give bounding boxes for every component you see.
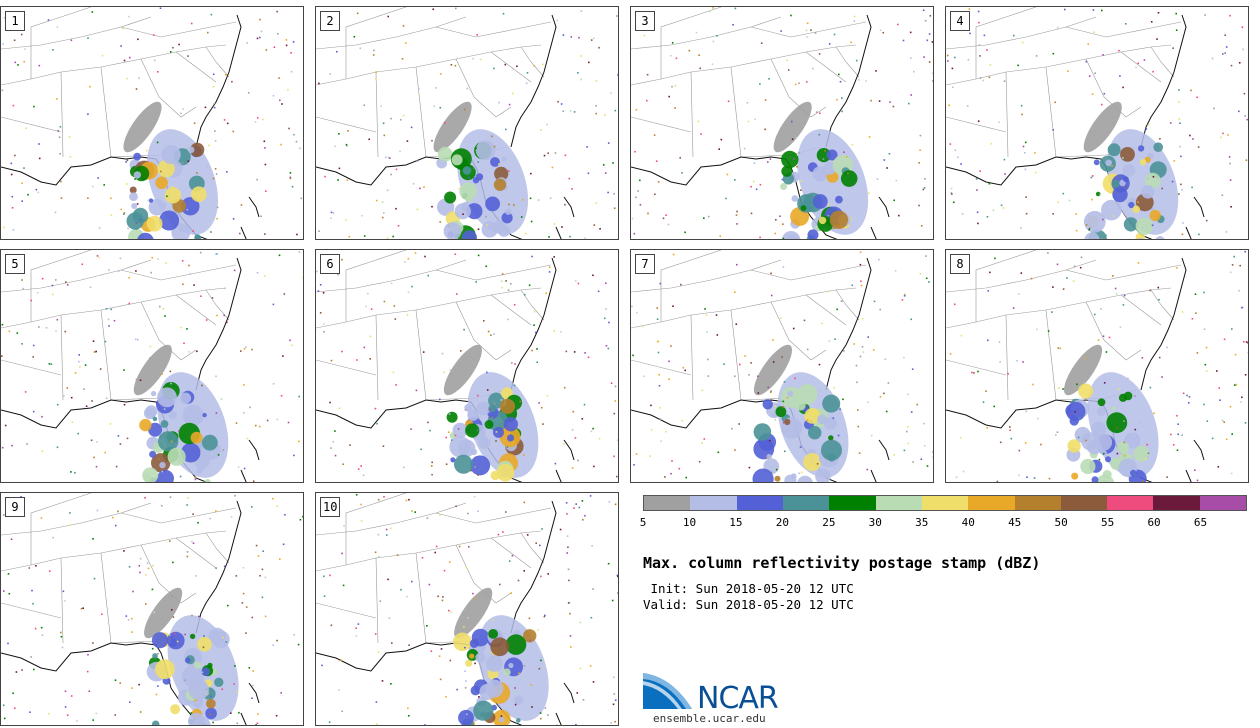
ncar-logo-icon	[643, 673, 692, 709]
map-panel-8: 8	[945, 249, 1249, 483]
colorbar-swatch	[921, 496, 969, 510]
map-panel-4: 4	[945, 6, 1249, 240]
member-label: 4	[950, 11, 970, 31]
colorbar-swatch	[1014, 496, 1061, 510]
colorbar-tick-label: 45	[1008, 516, 1022, 529]
colorbar	[643, 495, 1247, 511]
colorbar-tick-label: 65	[1193, 516, 1208, 529]
colorbar-swatch	[829, 496, 876, 510]
colorbar-swatch	[690, 496, 737, 510]
colorbar-tick-label: 35	[915, 516, 929, 529]
map-canvas	[1, 250, 303, 482]
colorbar-tick-label: 30	[868, 516, 882, 529]
colorbar-swatch	[782, 496, 830, 510]
map-panel-10: 10	[315, 492, 619, 726]
colorbar-tick-label: 15	[729, 516, 743, 529]
colorbar-tick-label: 50	[1054, 516, 1068, 529]
colorbar-tick-label: 55	[1100, 516, 1115, 529]
map-canvas	[1, 7, 303, 239]
member-label: 8	[950, 254, 970, 274]
map-canvas	[946, 250, 1248, 482]
colorbar-swatch	[1199, 496, 1247, 510]
map-canvas	[316, 250, 618, 482]
colorbar-swatch	[1153, 496, 1200, 510]
figure-title: Max. column reflectivity postage stamp (…	[643, 554, 1041, 572]
colorbar-swatch	[644, 496, 691, 510]
colorbar-swatch	[1060, 496, 1108, 510]
colorbar-ticks: 5 10 15 20 25 30 35 40 45 50 55 60 65	[639, 516, 1247, 530]
colorbar-tick-label: 25	[822, 516, 836, 529]
map-panel-2: 2	[315, 6, 619, 240]
map-canvas	[316, 7, 618, 239]
member-label: 10	[320, 497, 341, 517]
map-canvas	[631, 250, 933, 482]
colorbar-swatch	[1107, 496, 1154, 510]
map-panel-6: 6	[315, 249, 619, 483]
member-label: 6	[320, 254, 340, 274]
member-label: 5	[5, 254, 25, 274]
map-panel-9: 9	[0, 492, 304, 726]
colorbar-tick-label: 5	[639, 516, 647, 529]
init-time: Init: Sun 2018-05-20 12 UTC	[643, 581, 854, 596]
member-label: 2	[320, 11, 340, 31]
colorbar-swatch	[968, 496, 1015, 510]
map-panel-5: 5	[0, 249, 304, 483]
colorbar-tick-label: 10	[682, 516, 697, 529]
member-label: 3	[635, 11, 655, 31]
colorbar-tick-label: 60	[1147, 516, 1161, 529]
colorbar-swatch	[736, 496, 783, 510]
valid-time: Valid: Sun 2018-05-20 12 UTC	[643, 597, 854, 612]
map-canvas	[1, 493, 303, 725]
map-canvas	[631, 7, 933, 239]
colorbar-tick-label: 40	[961, 516, 975, 529]
map-panel-7: 7	[630, 249, 934, 483]
map-canvas	[316, 493, 618, 725]
ncar-logo-text: NCAR	[697, 681, 779, 716]
ensemble-url: ensemble.ucar.edu	[653, 712, 766, 725]
map-panel-3: 3	[630, 6, 934, 240]
colorbar-tick-label: 20	[775, 516, 789, 529]
member-label: 9	[5, 497, 25, 517]
member-label: 1	[5, 11, 25, 31]
map-canvas	[946, 7, 1248, 239]
map-panel-1: 1	[0, 6, 304, 240]
member-label: 7	[635, 254, 655, 274]
colorbar-swatch	[875, 496, 922, 510]
